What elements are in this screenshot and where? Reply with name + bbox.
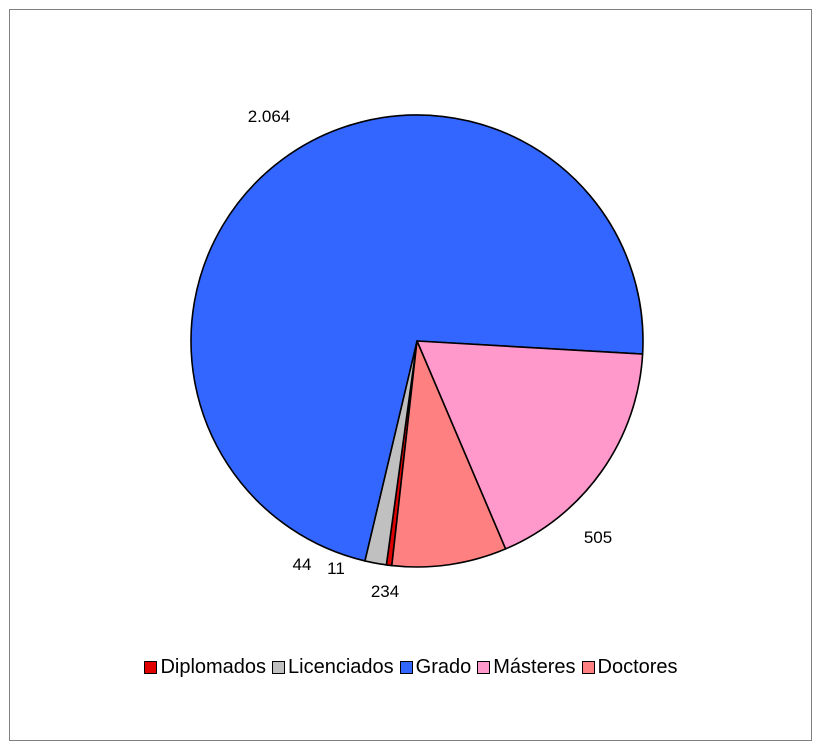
legend-swatch-grado bbox=[399, 661, 413, 674]
legend-swatch-licenciados bbox=[272, 661, 286, 674]
legend-item-grado: Grado bbox=[399, 656, 472, 679]
data-label-doctores: 234 bbox=[371, 582, 399, 601]
legend-item-licenciados: Licenciados bbox=[272, 656, 394, 679]
data-label-diplomados: 11 bbox=[327, 559, 345, 578]
pie-slice-doctores bbox=[391, 340, 507, 568]
legend-label-doctores: Doctores bbox=[597, 656, 678, 678]
pie-slice-masteres bbox=[416, 340, 644, 550]
legend-item-masteres: Másteres bbox=[477, 656, 576, 679]
data-label-grado: 2.064 bbox=[248, 107, 291, 126]
legend-label-diplomados: Diplomados bbox=[160, 656, 267, 678]
legend-item-doctores: Doctores bbox=[581, 656, 678, 679]
legend-swatch-doctores bbox=[581, 661, 595, 674]
data-label-masteres: 505 bbox=[584, 528, 612, 547]
legend-swatch-masteres bbox=[477, 661, 491, 674]
legend-label-grado: Grado bbox=[415, 656, 472, 678]
pie-slice-grado bbox=[190, 114, 644, 562]
legend: Diplomados Licenciados Grado Másteres Doctor… bbox=[0, 656, 822, 679]
pie-data-labels: 11 44 2.064 505 234 bbox=[248, 107, 612, 601]
legend-item-diplomados: Diplomados bbox=[144, 656, 266, 679]
legend-label-masteres: Másteres bbox=[493, 656, 576, 678]
pie-slices bbox=[190, 114, 644, 568]
legend-swatch-diplomados bbox=[144, 661, 158, 674]
legend-label-licenciados: Licenciados bbox=[288, 656, 394, 678]
data-label-licenciados: 44 bbox=[293, 555, 312, 574]
